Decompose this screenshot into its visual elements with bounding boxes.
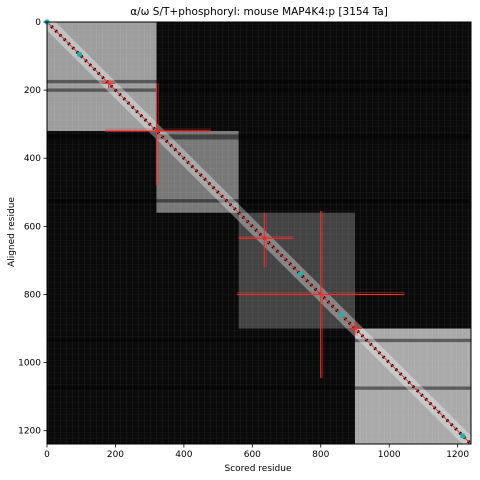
plot-area [42, 17, 476, 449]
cross-marker-2 [238, 212, 294, 268]
x-tick-label: 600 [244, 450, 261, 460]
marker-point-3 [338, 312, 344, 318]
marker-point-2 [297, 271, 303, 277]
heatmap-band-4 [47, 338, 471, 343]
marker-point-4 [460, 433, 466, 439]
cross-marker-1 [105, 83, 212, 186]
cross-marker-3 [236, 211, 405, 378]
cross-marker-4 [348, 321, 362, 336]
x-tick-label: 800 [312, 450, 329, 460]
cross-marker-0 [101, 79, 116, 89]
x-tick-label: 400 [175, 450, 192, 460]
x-tick-label: 1000 [378, 450, 401, 460]
axes-frame [46, 21, 472, 445]
y-tick-label: 1200 [18, 427, 41, 437]
y-tick-label: 200 [24, 86, 41, 96]
marker-point-1 [76, 51, 83, 57]
x-tick-label: 0 [44, 450, 50, 460]
heatmap-band-5 [47, 386, 471, 390]
chart-title: α/ω S/T+phosphoryl: mouse MAP4K4:p [3154… [130, 6, 388, 18]
heatmap-band-3 [47, 199, 471, 203]
x-axis-label: Scored residue [225, 464, 292, 474]
heatmap-band-1 [47, 88, 471, 92]
x-tick-label: 200 [107, 450, 124, 460]
y-tick-label: 400 [24, 154, 41, 164]
y-tick-label: 800 [24, 290, 41, 300]
x-axis: 0 200 400 600 800 1000 1200 [44, 444, 469, 460]
heatmap-band-0 [47, 79, 471, 84]
diagonal-line [46, 21, 472, 445]
y-tick-label: 600 [24, 222, 41, 232]
x-tick-label: 1200 [446, 450, 469, 460]
y-tick-label: 0 [35, 18, 41, 28]
y-tick-label: 1000 [18, 359, 41, 369]
y-axis: 0 200 400 600 800 1000 1200 [18, 18, 47, 437]
heatmap-band-2 [47, 134, 471, 140]
y-axis-label: Aligned residue [7, 197, 17, 267]
